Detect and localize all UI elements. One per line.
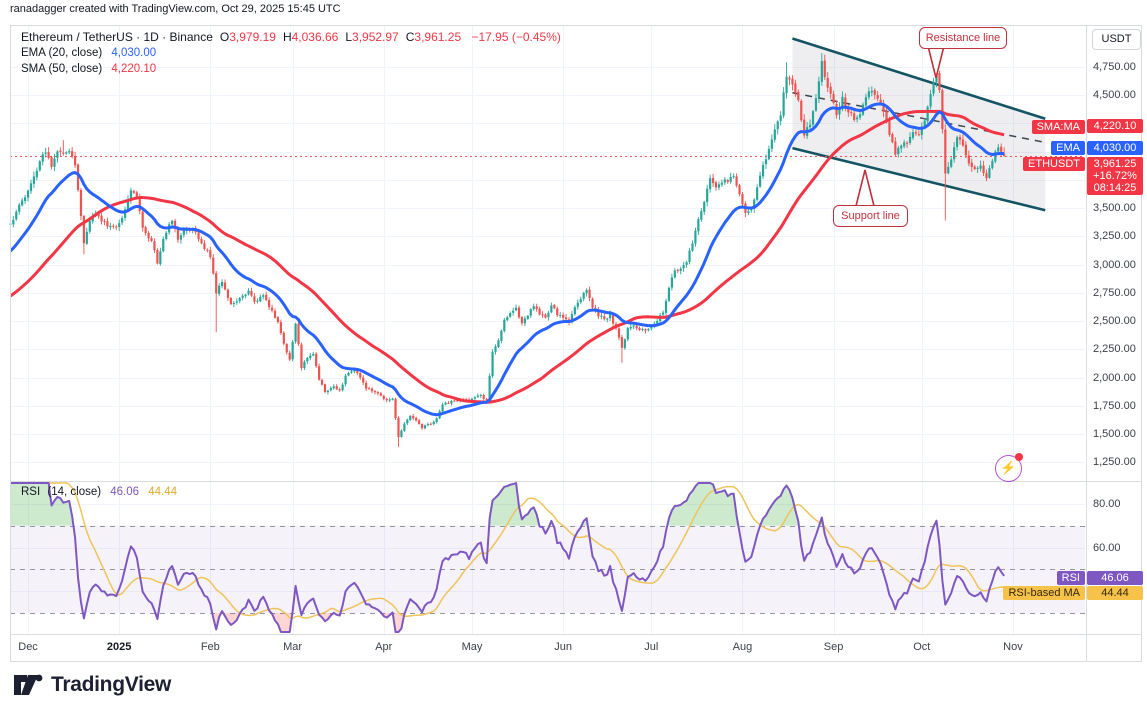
symbol-title: Ethereum / TetherUS · 1D · Binance (21, 30, 213, 44)
support-line-callout[interactable]: Support line (833, 205, 908, 227)
rsi-legend-params: (14, close) (47, 486, 102, 498)
rsi-legend[interactable]: RSI (14, close) 46.06 44.44 (21, 486, 177, 498)
tradingview-logo[interactable]: TradingView (14, 672, 171, 698)
ohlc-high: H4,036.66 (282, 30, 339, 44)
ema-legend-label: EMA (20, close) (21, 47, 103, 59)
tradingview-wordmark: TradingView (51, 673, 172, 696)
rsi-ma-legend-value: 44.44 (148, 486, 178, 498)
sma-legend[interactable]: SMA (50, close) 4,220.10 (21, 63, 156, 75)
currency-toggle-button[interactable]: USDT (1092, 29, 1141, 50)
flash-boost-button[interactable]: ⚡ (995, 453, 1023, 482)
tradingview-mark-icon (14, 674, 43, 695)
resistance-line-callout[interactable]: Resistance line (919, 27, 1007, 49)
ema-legend[interactable]: EMA (20, close) 4,030.00 (21, 47, 156, 59)
lightning-icon: ⚡ (1000, 460, 1017, 475)
rsi-legend-value: 46.06 (110, 486, 140, 498)
sma-legend-value: 4,220.10 (111, 63, 157, 75)
credit-line: ranadagger created with TradingView.com,… (10, 3, 341, 15)
sma-legend-label: SMA (50, close) (21, 63, 103, 75)
rsi-legend-name: RSI (21, 486, 41, 498)
ohlc-open: O3,979.19 (219, 30, 276, 44)
ema-legend-value: 4,030.00 (111, 47, 157, 59)
ohlc-close: C3,961.25 (405, 30, 462, 44)
symbol-legend[interactable]: Ethereum / TetherUS · 1D · Binance O3,979… (21, 30, 561, 44)
ohlc-low: L3,952.97 (345, 30, 399, 44)
notification-dot (1015, 453, 1023, 461)
change-value: −17.95 (−0.45%) (471, 30, 561, 44)
